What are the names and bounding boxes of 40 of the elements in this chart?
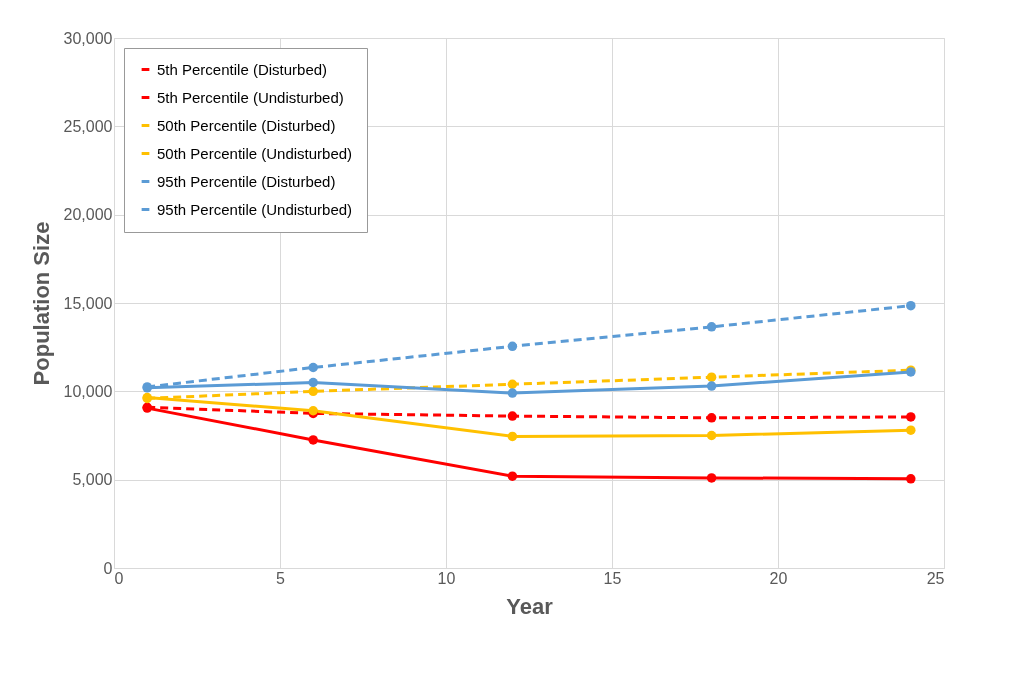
point (706, 473, 717, 483)
y-tick-label: 30,000 (63, 29, 113, 47)
point (706, 430, 717, 441)
legend-label: 5th Percentile (Undisturbed) (157, 88, 344, 106)
y-tick-label: 25,000 (63, 117, 113, 135)
y-tick-label: 20,000 (63, 206, 113, 224)
point (308, 362, 318, 373)
point (507, 379, 518, 389)
y-axis-title: Population Size (28, 221, 54, 386)
point (706, 372, 717, 382)
point (308, 377, 318, 388)
x-tick-label: 15 (603, 569, 622, 587)
point (906, 474, 916, 484)
y-tick-label: 5,000 (72, 471, 113, 489)
point (308, 435, 318, 445)
x-tick-label: 25 (926, 569, 945, 587)
y-tick-label: 15,000 (63, 294, 113, 312)
point (507, 341, 518, 352)
point (906, 300, 916, 311)
point (706, 413, 717, 423)
point (706, 322, 717, 332)
y-tick-label: 10,000 (63, 382, 113, 400)
legend-label: 5th Percentile (Disturbed) (157, 60, 328, 78)
point (507, 431, 518, 442)
point (507, 388, 518, 398)
legend-label: 95th Percentile (Disturbed) (157, 172, 336, 190)
legend-label: 50th Percentile (Disturbed) (157, 116, 336, 134)
legend-label: 95th Percentile (Undisturbed) (157, 200, 353, 218)
point (308, 386, 318, 397)
x-tick-label: 20 (769, 569, 788, 587)
point (507, 411, 518, 421)
point (706, 381, 717, 391)
legend-label: 50th Percentile (Undisturbed) (157, 144, 353, 162)
x-tick-label: 10 (437, 569, 456, 587)
point (906, 412, 916, 422)
point (507, 471, 518, 481)
x-tick-label: 5 (276, 569, 286, 587)
x-tick-label: 0 (114, 569, 124, 587)
x-axis-title: Year (506, 593, 554, 619)
point (906, 425, 916, 435)
